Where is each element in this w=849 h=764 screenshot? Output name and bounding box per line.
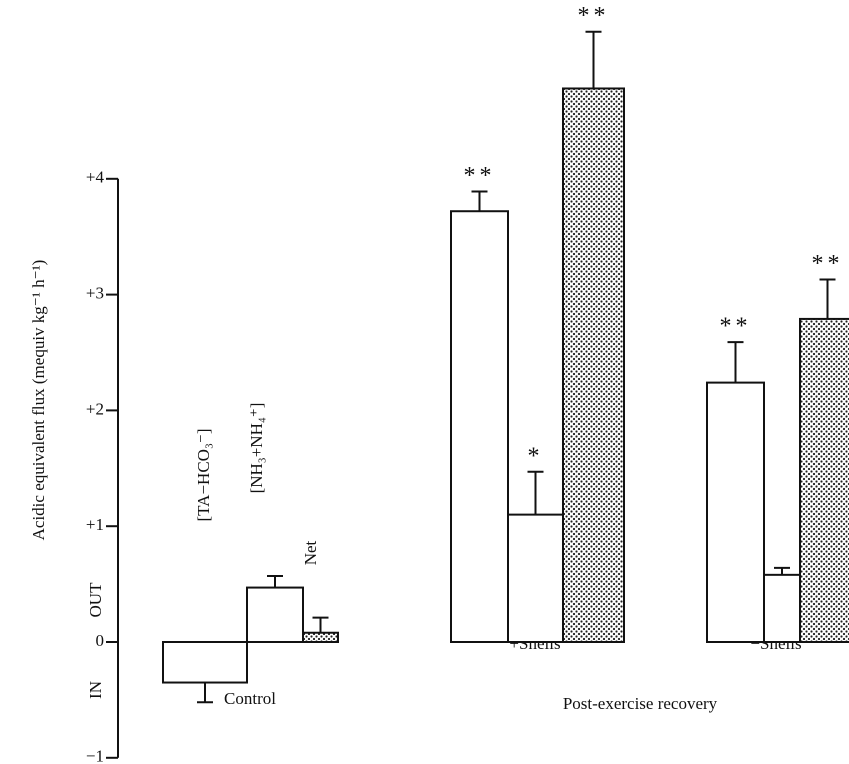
error-bar xyxy=(312,616,329,633)
group-label: Post-exercise recovery xyxy=(563,694,718,713)
y-tick-label: +3 xyxy=(86,284,104,303)
significance-label: ** xyxy=(720,314,752,340)
error-bar xyxy=(527,470,544,515)
y-tick-label: +1 xyxy=(86,515,104,534)
error-bar xyxy=(267,574,283,588)
error-bar xyxy=(774,566,790,575)
category-label: Control xyxy=(224,689,276,708)
legend-label: [TA−HCO₃⁻] xyxy=(194,428,213,521)
significance-label: ** xyxy=(578,3,610,29)
direction-label: OUT xyxy=(86,582,105,618)
bar xyxy=(450,210,509,643)
bar xyxy=(162,641,248,684)
significance-label: ** xyxy=(464,163,496,189)
legend-label: Net xyxy=(301,540,320,565)
bar xyxy=(799,317,849,643)
bar xyxy=(562,87,625,643)
y-tick-label: +4 xyxy=(86,168,105,187)
error-bar xyxy=(585,30,602,89)
y-tick-label: +2 xyxy=(86,399,104,418)
error-bar xyxy=(819,278,836,319)
significance-label: * xyxy=(528,443,544,469)
legend-label: [NH₃+NH₄⁺] xyxy=(247,403,266,494)
y-tick-label: 0 xyxy=(96,631,105,650)
bar xyxy=(706,381,765,643)
error-bar xyxy=(727,341,744,383)
error-bar xyxy=(197,682,213,704)
y-axis-label: Acidic equivalent flux (mequiv kg⁻¹ h⁻¹) xyxy=(29,260,48,541)
bar xyxy=(246,586,304,643)
bar xyxy=(763,573,801,643)
direction-label: IN xyxy=(86,681,105,699)
bar xyxy=(302,631,339,644)
error-bar xyxy=(471,190,488,212)
significance-label: ** xyxy=(812,251,844,277)
y-tick-label: −1 xyxy=(86,747,104,764)
bar xyxy=(507,513,564,643)
